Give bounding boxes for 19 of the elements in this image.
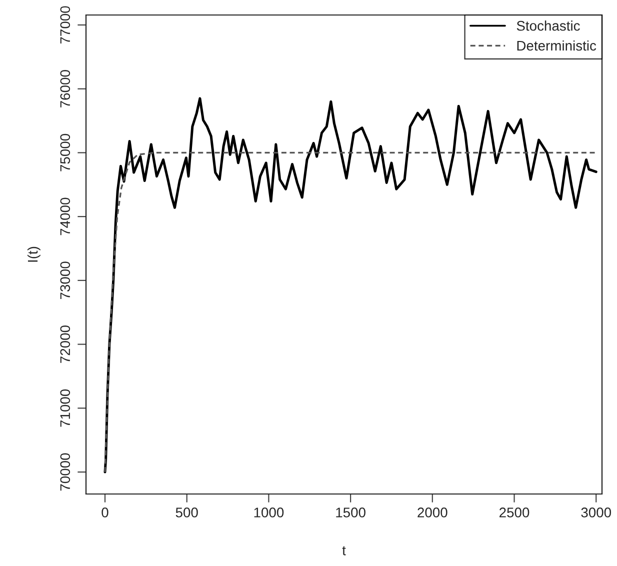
legend-label: Deterministic — [517, 40, 596, 51]
x-tick-label: 500 — [176, 508, 198, 518]
x-tick-label: 2000 — [418, 508, 448, 518]
y-tick-label: 70000 — [60, 453, 70, 491]
y-tick-label: 76000 — [60, 70, 70, 108]
y-tick-label: 73000 — [60, 262, 70, 300]
y-axis-title: I(t) — [27, 246, 40, 262]
y-tick-label: 74000 — [60, 198, 70, 236]
x-tick-label: 1500 — [336, 508, 366, 518]
x-axis-title: t — [342, 546, 346, 556]
x-tick-label: 2500 — [500, 508, 530, 518]
x-tick-label: 1000 — [254, 508, 284, 518]
x-tick-label: 0 — [102, 508, 108, 518]
legend-label: Stochastic — [516, 20, 580, 31]
y-tick-label: 77000 — [60, 6, 70, 44]
y-tick-label: 72000 — [60, 326, 70, 363]
x-tick-label: 3000 — [581, 508, 612, 518]
y-tick-label: 71000 — [60, 389, 70, 427]
y-tick-label: 75000 — [60, 134, 70, 172]
